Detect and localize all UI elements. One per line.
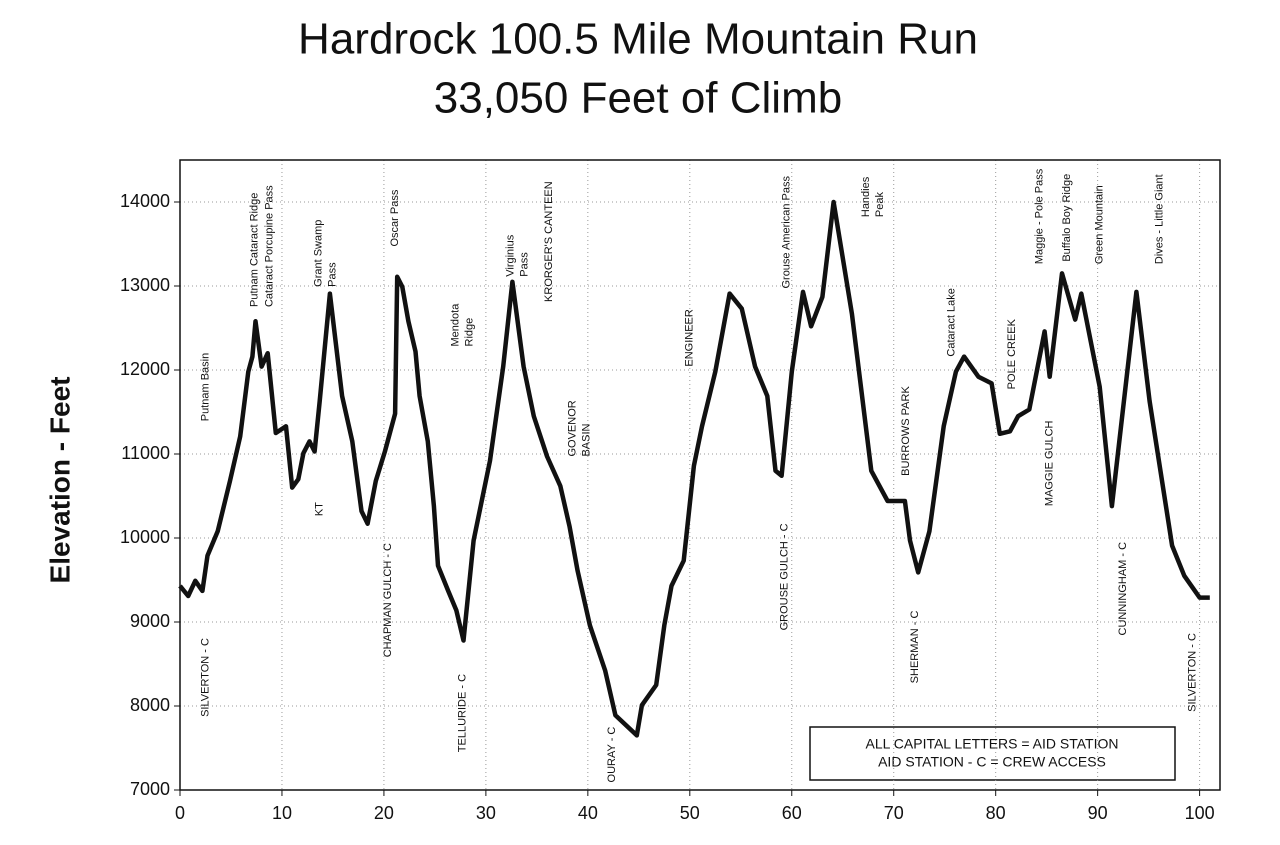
annotation: POLE CREEK <box>1006 318 1018 389</box>
x-tick-label: 90 <box>1088 803 1108 823</box>
annotation: GROUSE GULCH - C <box>779 523 791 630</box>
annotation: Pass <box>327 262 339 287</box>
annotation: Virginius <box>504 234 516 276</box>
note-box <box>809 726 1176 781</box>
annotation: BASIN <box>581 423 593 456</box>
annotation: CHAPMAN GULCH - C <box>382 543 394 657</box>
annotation: CUNNINGHAM - C <box>1117 542 1129 636</box>
annotation: Pass <box>518 252 530 277</box>
chart-title: 33,050 Feet of Climb <box>434 74 842 123</box>
chart-title: Hardrock 100.5 Mile Mountain Run <box>298 15 978 64</box>
annotation: Putnam Cataract Ridge <box>248 193 260 307</box>
annotation: Oscar Pass <box>389 189 401 246</box>
x-tick-label: 30 <box>476 803 496 823</box>
x-tick-label: 20 <box>374 803 394 823</box>
elevation-line <box>178 199 1210 738</box>
annotation: KRORGER'S CANTEEN <box>543 181 555 302</box>
x-tick-label: 70 <box>884 803 904 823</box>
annotation: Grouse American Pass <box>781 176 793 289</box>
annotation: GOVENOR <box>567 400 579 456</box>
annotation: SHERMAN - C <box>909 611 921 684</box>
annotation: BURROWS PARK <box>900 386 912 476</box>
annotation: Dives - Little Giant <box>1154 174 1166 264</box>
x-tick-label: 100 <box>1185 803 1215 823</box>
annotation: KT <box>314 502 326 516</box>
annotation: SILVERTON - C <box>199 638 211 717</box>
annotation: Putnam Basin <box>199 353 211 421</box>
annotation: Peak <box>874 192 886 218</box>
x-tick-label: 10 <box>272 803 292 823</box>
x-tick-label: 40 <box>578 803 598 823</box>
x-tick-label: 80 <box>986 803 1006 823</box>
y-tick-label: 14000 <box>120 191 170 211</box>
annotation: Mendota <box>449 303 461 347</box>
plot-frame <box>179 159 1221 791</box>
annotation: SILVERTON - C <box>1186 633 1198 712</box>
annotation: TELLURIDE - C <box>456 674 468 752</box>
annotation: Cataract Lake <box>946 288 958 356</box>
annotation: ENGINEER <box>684 309 696 367</box>
annotation: Buffalo Boy Ridge <box>1061 174 1073 262</box>
note-text: ALL CAPITAL LETTERS = AID STATION <box>866 736 1119 752</box>
x-tick-label: 60 <box>782 803 802 823</box>
y-tick-label: 10000 <box>120 527 170 547</box>
y-tick-label: 13000 <box>120 275 170 295</box>
y-axis-label: Elevation - Feet <box>44 377 75 584</box>
annotation: OURAY - C <box>606 727 618 783</box>
annotation: MAGGIE GULCH <box>1044 420 1056 506</box>
x-tick-label: 0 <box>175 803 185 823</box>
annotation: Ridge <box>463 318 475 347</box>
note-text: AID STATION - C = CREW ACCESS <box>878 754 1106 770</box>
annotation: Green Mountain <box>1094 185 1106 264</box>
annotation: Maggie - Pole Pass <box>1033 168 1045 264</box>
y-tick-label: 11000 <box>121 443 170 463</box>
annotation: Cataract Porcupine Pass <box>264 185 276 307</box>
y-tick-label: 9000 <box>130 611 170 631</box>
y-tick-label: 8000 <box>130 695 170 715</box>
annotation: Handies <box>860 176 872 217</box>
annotation: Grant Swamp <box>313 220 325 287</box>
y-tick-label: 7000 <box>130 779 170 799</box>
x-tick-label: 50 <box>680 803 700 823</box>
y-tick-label: 12000 <box>120 359 170 379</box>
